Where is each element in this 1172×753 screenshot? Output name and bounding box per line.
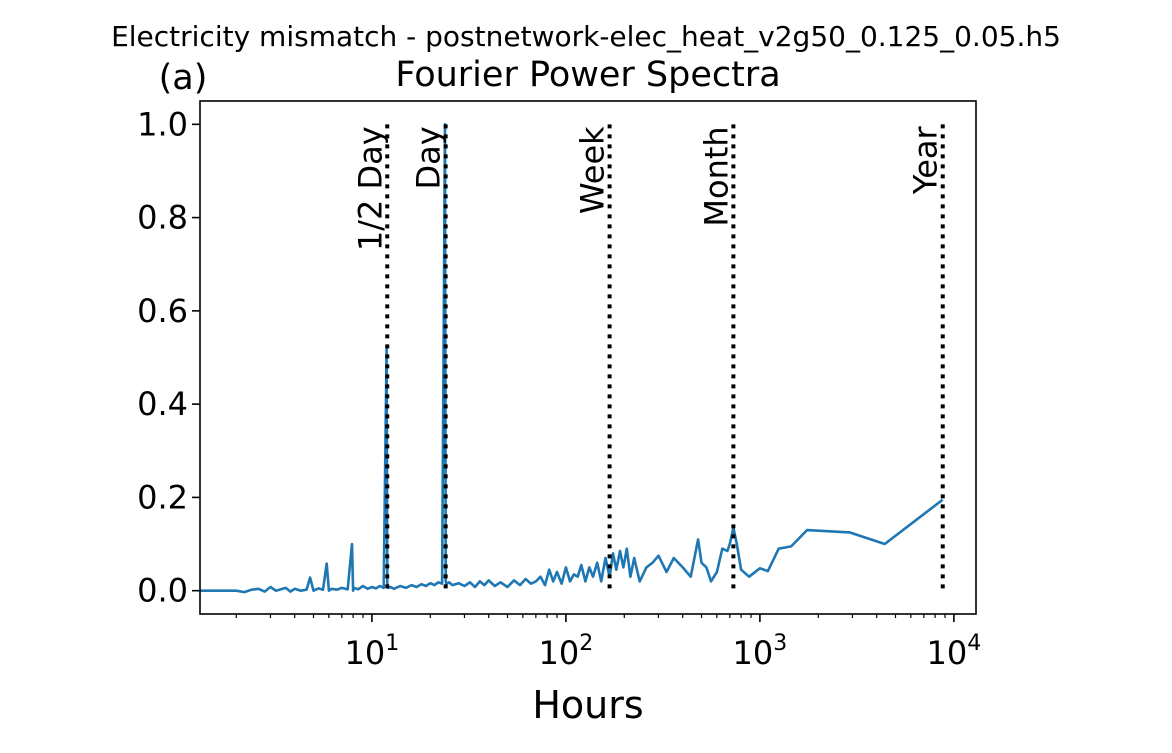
x-tick-label-0: 101: [345, 631, 400, 672]
ref-line-label-2: Week: [574, 126, 612, 214]
plot-area: 1/2 Day Day Week Month Year: [200, 123, 945, 594]
series-line-0: [200, 123, 944, 594]
figure-suptitle: Electricity mismatch - postnetwork-elec_…: [111, 20, 1061, 53]
x-tick-label-2: 103: [733, 631, 788, 672]
y-tick-label-5: 1.0: [137, 105, 188, 143]
chart-title: Fourier Power Spectra: [395, 55, 780, 95]
y-tick-label-2: 0.4: [137, 385, 188, 423]
panel-label: (a): [159, 58, 208, 98]
y-axis: 0.0 0.2 0.4 0.6 0.8 1.0: [137, 105, 200, 610]
x-tick-label-3: 104: [927, 631, 982, 672]
x-axis: 101 102 103 104: [235, 614, 982, 672]
y-tick-label-0: 0.0: [137, 572, 188, 610]
axes-frame: [199, 100, 977, 615]
ref-line-label-0: 1/2 Day: [351, 126, 389, 251]
y-tick-label-4: 0.8: [137, 199, 188, 237]
ref-line-label-4: Year: [907, 125, 945, 195]
y-tick-label-3: 0.6: [137, 292, 188, 330]
ref-line-label-1: Day: [410, 126, 448, 189]
y-tick-label-1: 0.2: [137, 478, 188, 516]
ref-line-label-3: Month: [697, 126, 735, 226]
x-tick-label-1: 102: [539, 631, 594, 672]
x-axis-label: Hours: [532, 683, 643, 727]
